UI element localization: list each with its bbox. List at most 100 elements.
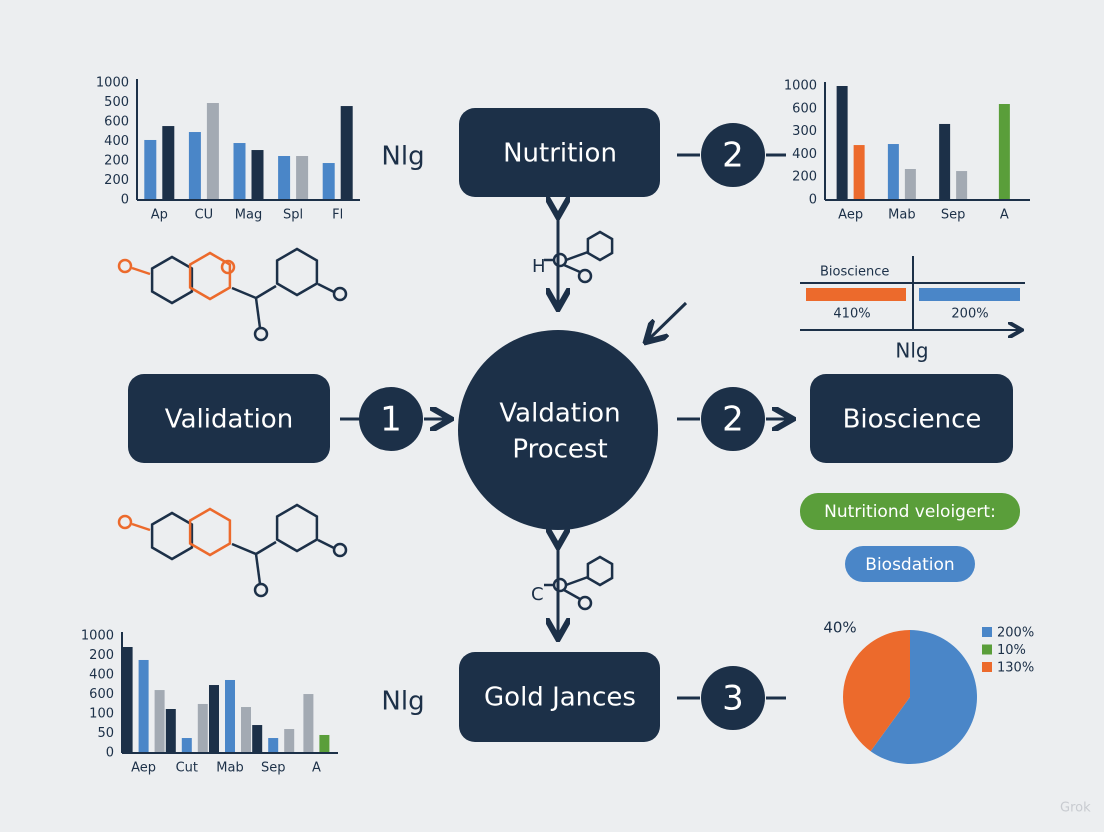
atom: [577, 595, 593, 611]
bar: [904, 168, 916, 200]
pill: [800, 493, 1020, 530]
split-bar: [919, 288, 1020, 301]
bar: [296, 156, 309, 200]
bond: [317, 282, 335, 294]
atom-label: H: [532, 256, 546, 277]
split-bar: [806, 288, 906, 301]
pill-label: Nutritiond veloigert:: [824, 502, 996, 522]
x-tick-label: Fl: [332, 208, 343, 223]
pill-label: Biosdation: [865, 555, 954, 575]
y-tick-label: 1000: [784, 79, 817, 94]
bond: [131, 266, 151, 276]
ring: [188, 251, 232, 301]
y-tick-label: 600: [89, 687, 114, 702]
ring: [586, 230, 614, 262]
watermark: Grok: [1060, 801, 1091, 816]
bar: [206, 103, 219, 200]
bond: [254, 297, 262, 329]
bond: [255, 284, 277, 300]
side-label: Nlg: [895, 339, 928, 363]
bar: [836, 86, 848, 200]
bar: [162, 126, 175, 200]
bar: [209, 685, 219, 753]
bar: [887, 144, 899, 200]
atom: [117, 514, 133, 530]
ring: [275, 247, 319, 297]
side-label: Nlg: [381, 687, 424, 717]
pie-slice: [870, 630, 977, 764]
node-label: Gold Jances: [484, 683, 636, 713]
pie-slice: [843, 630, 910, 752]
step-circle: [701, 387, 765, 451]
y-tick-label: 1000: [96, 76, 129, 91]
atom: [117, 258, 133, 274]
legend-swatch: [982, 644, 992, 655]
y-tick-label: 200: [89, 648, 114, 663]
y-tick-label: 400: [89, 667, 114, 682]
y-tick-label: 500: [104, 95, 129, 110]
node-box: [459, 108, 660, 197]
node-box: [128, 374, 330, 463]
slice-label: 40%: [823, 619, 856, 637]
bar: [303, 694, 314, 753]
atom: [220, 259, 236, 275]
node-box: [810, 374, 1013, 463]
bond: [131, 522, 151, 532]
y-tick-label: 50: [97, 726, 114, 741]
bar: [939, 123, 951, 200]
bond: [255, 540, 277, 556]
y-tick-label: 200: [104, 173, 129, 188]
y-tick-label: 0: [121, 193, 129, 208]
x-tick-label: Mab: [888, 208, 915, 223]
legend-swatch: [982, 662, 992, 672]
bar: [319, 734, 330, 753]
step-circle: [359, 387, 423, 451]
y-tick-label: 100: [89, 707, 114, 722]
bar: [284, 729, 295, 753]
center-label: Procest: [512, 435, 607, 465]
arrow: [648, 301, 688, 340]
legend-label: 130%: [997, 661, 1034, 676]
x-tick-label: CU: [195, 208, 214, 223]
y-tick-label: 200: [104, 154, 129, 169]
step-number: 2: [722, 136, 744, 176]
y-tick-label: 600: [104, 114, 129, 129]
bar: [322, 163, 335, 200]
bond: [231, 286, 257, 300]
bar: [278, 156, 291, 200]
bar: [154, 690, 165, 753]
legend-label: 10%: [997, 643, 1026, 658]
center-circle: [458, 330, 658, 530]
ring: [188, 507, 232, 557]
bar: [268, 738, 279, 753]
molecules: [117, 230, 614, 611]
bar: [998, 104, 1010, 200]
x-tick-label: Ap: [151, 208, 168, 223]
legend-swatch: [982, 627, 992, 637]
x-tick-label: A: [312, 761, 321, 776]
x-tick-label: Aep: [131, 761, 156, 776]
bar: [252, 725, 263, 753]
x-tick-label: Cut: [176, 761, 198, 776]
ring: [586, 555, 614, 587]
bar: [225, 679, 235, 753]
atom: [253, 326, 269, 342]
bar: [181, 738, 192, 753]
ring: [150, 255, 194, 305]
bond: [231, 542, 257, 556]
bar: [233, 143, 246, 200]
bar: [138, 659, 149, 753]
atom-label: C: [531, 584, 544, 605]
y-tick-label: 400: [104, 134, 129, 149]
bond: [565, 250, 589, 262]
x-tick-label: Mag: [235, 208, 262, 223]
y-tick-label: 1000: [81, 629, 114, 644]
atom: [332, 542, 348, 558]
bar: [956, 171, 968, 200]
y-tick-label: 600: [792, 101, 817, 116]
bond: [563, 588, 581, 601]
atom: [253, 582, 269, 598]
x-tick-label: Aep: [838, 208, 863, 223]
split-label: 200%: [951, 307, 988, 322]
